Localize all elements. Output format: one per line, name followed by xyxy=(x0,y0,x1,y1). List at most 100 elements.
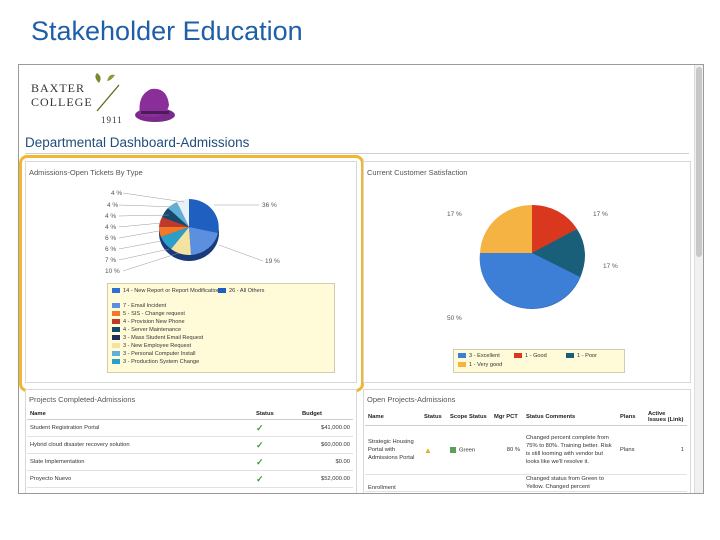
satisfaction-label-1: 17 % xyxy=(447,211,462,218)
tickets-label-8: 10 % xyxy=(105,268,120,275)
legend-swatch xyxy=(566,353,574,359)
project-name[interactable]: Enrollment xyxy=(365,474,421,492)
tickets-legend-item: 14 - New Report or Report Modification xyxy=(112,288,220,294)
project-name[interactable]: Slate Implementation xyxy=(27,453,253,471)
legend-swatch xyxy=(218,288,226,294)
legend-swatch xyxy=(112,288,120,294)
legend-swatch xyxy=(112,359,120,365)
projects-completed-table: Name Status Budget Student Registration … xyxy=(27,409,353,488)
college-logo: Baxter College 1911 xyxy=(27,71,177,133)
logo-hat-icon xyxy=(95,73,175,122)
active-issues-link[interactable] xyxy=(645,474,687,492)
logo-year: 1911 xyxy=(101,115,123,125)
scope-status: Green xyxy=(447,425,491,475)
check-icon: ✓ xyxy=(253,453,299,471)
satisfaction-panel-title: Current Customer Satisfaction xyxy=(367,168,468,177)
tickets-legend: 14 - New Report or Report Modification 7… xyxy=(107,283,335,373)
open-projects-table: Name Status Scope Status Mgr PCT Status … xyxy=(365,409,687,492)
tickets-legend-item: 4 - Provision New Phone xyxy=(112,319,185,325)
tickets-legend-item: 5 - SIS - Change request xyxy=(112,311,185,317)
tickets-pie-chart xyxy=(159,199,219,261)
mgr-pct xyxy=(491,474,523,492)
table-row[interactable]: Hybrid cloud disaster recovery solution … xyxy=(27,436,353,454)
project-name[interactable]: Proyecto Nuevo xyxy=(27,470,253,488)
satisfaction-legend-item: 1 - Poor xyxy=(566,353,597,359)
project-budget: $41,000.00 xyxy=(299,419,353,437)
project-budget: $0.00 xyxy=(299,453,353,471)
dashboard-title: Departmental Dashboard-Admissions xyxy=(25,135,250,150)
legend-swatch xyxy=(112,343,120,349)
table-row[interactable]: Proyecto Nuevo ✓ $52,000.00 xyxy=(27,470,353,488)
col-header-name: Name xyxy=(27,409,253,420)
legend-swatch xyxy=(514,353,522,359)
table-row[interactable]: Enrollment Changed status from Green to … xyxy=(365,474,687,492)
tickets-legend-item: 3 - Personal Computer Install xyxy=(112,351,195,357)
col-header-mgr-pct: Mgr PCT xyxy=(491,409,523,426)
satisfaction-pie-chart xyxy=(479,205,585,309)
table-header-row: Name Status Scope Status Mgr PCT Status … xyxy=(365,409,687,426)
tickets-legend-item: 3 - New Employee Request xyxy=(112,343,191,349)
open-projects-title: Open Projects-Admissions xyxy=(367,395,456,404)
legend-swatch xyxy=(112,351,120,357)
col-header-name: Name xyxy=(365,409,421,426)
tickets-panel-title: Admissions-Open Tickets By Type xyxy=(29,168,143,177)
table-header-row: Name Status Budget xyxy=(27,409,353,420)
legend-swatch xyxy=(112,319,120,325)
tickets-label-1: 4 % xyxy=(111,190,123,197)
dashboard-screenshot: Baxter College 1911 Departmental Dashboa… xyxy=(18,64,704,494)
warning-icon: ▲ xyxy=(421,425,447,475)
table-row[interactable]: Student Registration Portal ✓ $41,000.00 xyxy=(27,419,353,437)
tickets-label-4: 4 % xyxy=(105,224,117,231)
check-icon: ✓ xyxy=(253,436,299,454)
tickets-legend-item: 26 - All Others xyxy=(218,288,264,294)
green-status-icon xyxy=(450,446,456,453)
project-budget: $52,000.00 xyxy=(299,470,353,488)
title-divider xyxy=(25,153,689,154)
status-comments: Changed percent complete from 75% to 80%… xyxy=(523,425,617,475)
satisfaction-label-3: 17 % xyxy=(603,263,618,270)
legend-swatch xyxy=(112,335,120,341)
col-header-status: Status xyxy=(253,409,299,420)
tickets-label-5: 6 % xyxy=(105,235,117,242)
tickets-legend-item: 4 - Server Maintenance xyxy=(112,327,181,333)
active-issues-link[interactable]: 1 xyxy=(645,425,687,475)
legend-swatch xyxy=(112,311,120,317)
col-header-comments: Status Comments xyxy=(523,409,617,426)
projects-completed-title: Projects Completed-Admissions xyxy=(29,395,136,404)
status-comments: Changed status from Green to Yellow. Cha… xyxy=(523,474,617,492)
legend-swatch xyxy=(112,327,120,333)
col-header-scope: Scope Status xyxy=(447,409,491,426)
slide-title: Stakeholder Education xyxy=(31,16,303,46)
tickets-label-10: 19 % xyxy=(265,258,280,265)
col-header-budget: Budget xyxy=(299,409,353,420)
tickets-label-7: 7 % xyxy=(105,257,117,264)
tickets-legend-item: 7 - Email Incident xyxy=(112,303,166,309)
mgr-pct: 80 % xyxy=(491,425,523,475)
project-name[interactable]: Hybrid cloud disaster recovery solution xyxy=(27,436,253,454)
satisfaction-label-2: 17 % xyxy=(593,211,608,218)
check-icon: ✓ xyxy=(253,470,299,488)
col-header-status: Status xyxy=(421,409,447,426)
scope-status xyxy=(447,474,491,492)
scrollbar-thumb[interactable] xyxy=(696,67,702,257)
vertical-scrollbar[interactable] xyxy=(694,65,703,493)
satisfaction-legend: 3 - Excellent 1 - Good 1 - Poor 1 - Very… xyxy=(453,349,625,373)
highlight-frame xyxy=(19,155,364,392)
legend-swatch xyxy=(458,362,466,368)
table-row[interactable]: Slate Implementation ✓ $0.00 xyxy=(27,453,353,471)
table-row[interactable]: Strategic Housing Portal with Admissions… xyxy=(365,425,687,475)
tickets-legend-item: 3 - Production System Change xyxy=(112,359,199,365)
legend-swatch xyxy=(458,353,466,359)
check-icon: ✓ xyxy=(253,419,299,437)
logo-line-1: Baxter xyxy=(31,81,85,95)
plans-link[interactable]: Plans xyxy=(617,425,645,475)
tickets-leader-lines xyxy=(118,192,264,272)
project-name[interactable]: Strategic Housing Portal with Admissions… xyxy=(365,425,421,475)
project-name[interactable]: Student Registration Portal xyxy=(27,419,253,437)
plans-link[interactable] xyxy=(617,474,645,492)
tickets-label-9: 36 % xyxy=(262,202,277,209)
tickets-label-6: 6 % xyxy=(105,246,117,253)
satisfaction-legend-item: 1 - Very good xyxy=(458,362,502,368)
tickets-label-2: 4 % xyxy=(107,202,119,209)
satisfaction-legend-item: 3 - Excellent xyxy=(458,353,500,359)
